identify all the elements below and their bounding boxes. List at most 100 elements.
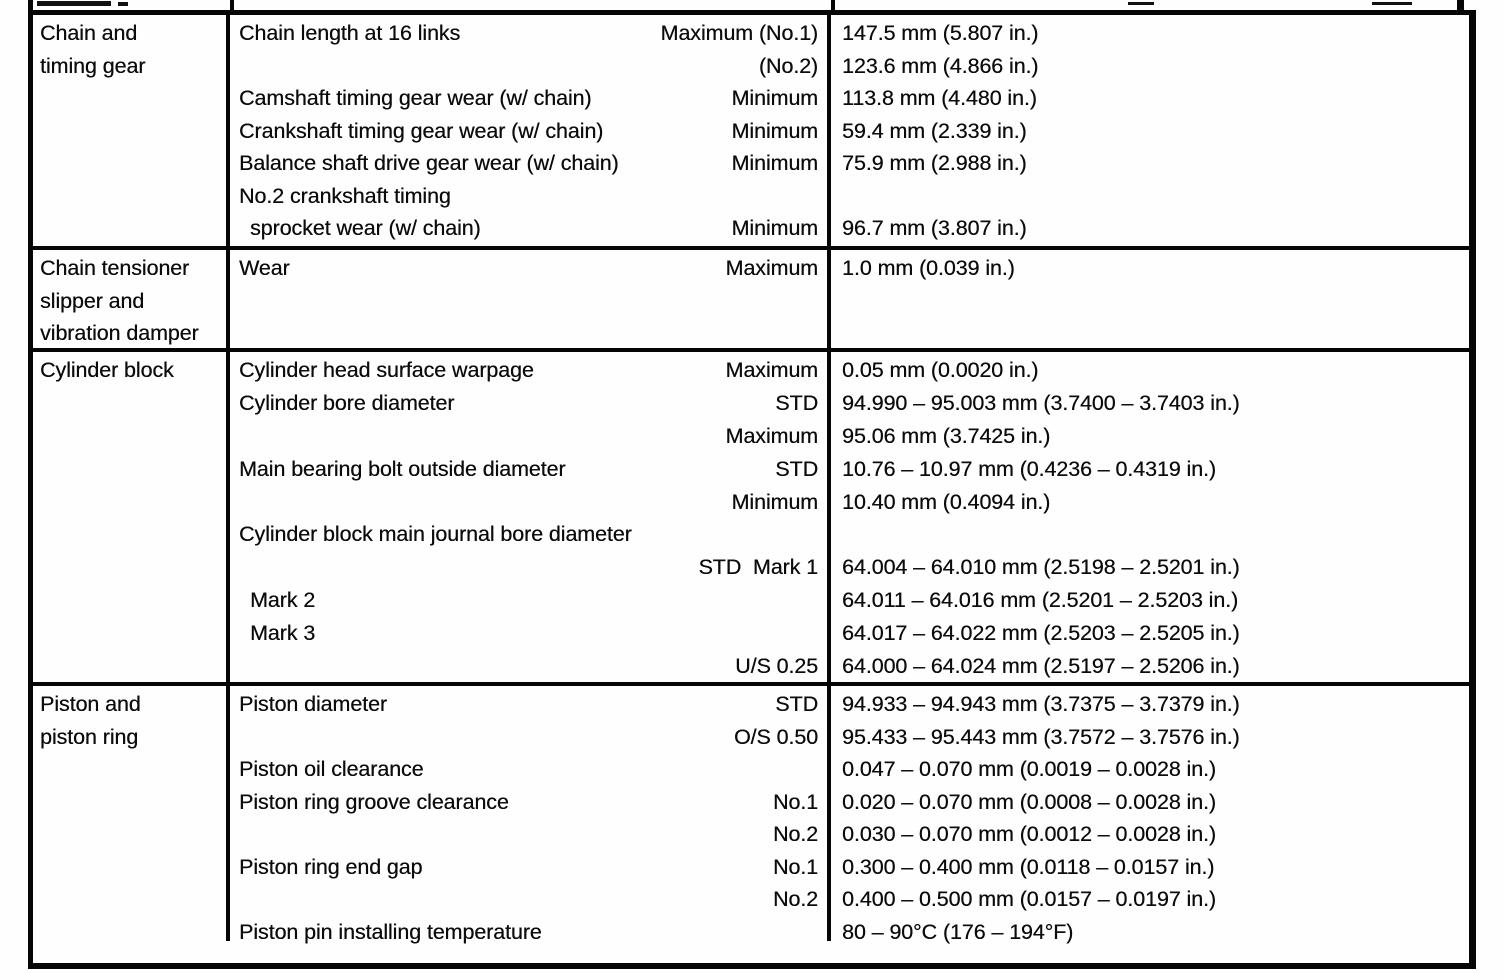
spec-value: 64.017 – 64.022 mm (2.5203 – 2.5205 in.) [842,621,1240,646]
spec-value: 80 – 90°C (176 – 194°F) [842,919,1074,944]
table-section: Cylinder block Cylinder head surface warp… [33,348,1469,682]
spec-table-body: Chain and timing gear Chain length at 16 l… [33,15,1469,944]
spec-qualifier: Minimum [731,216,819,240]
spec-value: 95.06 mm (3.7425 in.) [842,423,1051,448]
spec-item-label [230,721,239,754]
table-right-border-stub [1457,0,1464,10]
spec-value: 95.433 – 95.443 mm (3.7572 – 3.7576 in.) [842,724,1240,749]
item-cell: Wear Maximum [230,250,831,348]
spec-row: Mark 2 [230,584,827,617]
spec-row: Cylinder head surface warpage Maximum [230,354,827,387]
spec-item-label: Piston diameter [239,692,387,716]
spec-item-label: Piston pin installing temperature [239,919,542,944]
spec-qualifier: Maximum [725,423,819,448]
spec-value: 64.004 – 64.010 mm (2.5198 – 2.5201 in.) [842,555,1240,580]
component-name-line: Chain and [40,21,138,45]
spec-qualifier: STD Mark 1 [698,555,818,580]
scan-artifact [37,1,111,6]
spec-item-label: Mark 3 [250,621,316,646]
component-name-line: timing gear [40,53,146,78]
spec-item-label: Cylinder bore diameter [239,390,455,415]
spec-qualifier: U/S 0.25 [735,654,818,679]
spec-value [831,180,1469,213]
component-name-line: Piston and [40,692,141,716]
value-cell: 1.0 mm (0.039 in.) [831,250,1469,348]
spec-value: 1.0 mm (0.039 in.) [842,256,1015,280]
spec-qualifier: Minimum [731,86,819,110]
table-left-border-stub [28,0,33,10]
spec-value: 96.7 mm (3.807 in.) [842,216,1027,240]
spec-row: Minimum [230,486,827,519]
value-cell: 94.933 – 94.943 mm (3.7375 – 3.7379 in.)… [831,686,1469,944]
spec-qualifier: No.1 [772,854,818,879]
spec-qualifier: No.1 [772,789,818,814]
spec-row: Chain length at 16 links Maximum (No.1) [230,17,827,50]
spec-qualifier: Minimum [731,489,819,514]
spec-row: Crankshaft timing gear wear (w/ chain) Mi… [230,115,827,148]
spec-item-label [230,420,239,453]
spec-item-label [230,551,239,584]
spec-row: Cylinder block main journal bore diamete… [230,518,827,551]
scan-artifact [1372,2,1412,5]
spec-value: 94.933 – 94.943 mm (3.7375 – 3.7379 in.) [842,692,1240,716]
spec-row: Balance shaft drive gear wear (w/ chain)… [230,147,827,180]
spec-row: No.2 [230,818,827,851]
spec-item-label [230,650,239,683]
table-section: Chain and timing gear Chain length at 16 l… [33,15,1469,246]
spec-item-label: Mark 2 [250,588,316,613]
component-cell: Chain tensioner slipper and vibration damp… [33,250,230,348]
spec-qualifier [818,180,827,213]
column-divider-stub [230,0,234,10]
spec-qualifier: STD [775,456,818,481]
spec-value: 147.5 mm (5.807 in.) [842,21,1039,45]
spec-value: 64.000 – 64.024 mm (2.5197 – 2.5206 in.) [842,654,1240,679]
spec-item-label: Cylinder block main journal bore diamete… [239,522,632,547]
spec-row: sprocket wear (w/ chain) Minimum [230,212,827,245]
component-name-line: Chain tensioner [40,256,190,280]
spec-qualifier: No.2 [772,887,818,911]
spec-row: STD Mark 1 [230,551,827,584]
spec-qualifier [818,753,827,786]
spec-item-label: Main bearing bolt outside diameter [239,456,566,481]
spec-item-label: Piston ring end gap [239,854,423,879]
spec-item-label: Piston oil clearance [239,757,424,781]
spec-item-label [230,486,239,519]
spec-item-label [230,50,239,83]
spec-qualifier: STD [775,390,818,415]
spec-row: Piston oil clearance [230,753,827,786]
spec-qualifier: Minimum [731,118,819,143]
spec-value: 0.400 – 0.500 mm (0.0157 – 0.0197 in.) [842,887,1216,911]
spec-row: Piston ring groove clearance No.1 [230,786,827,819]
component-name-line: slipper and [40,288,145,313]
item-cell: Chain length at 16 links Maximum (No.1) (N… [230,15,831,246]
value-cell: 0.05 mm (0.0020 in.) 94.990 – 95.003 mm (… [831,352,1469,682]
spec-item-label [230,883,239,916]
spec-row: Piston diameter STD [230,688,827,721]
spec-item-label: Wear [239,256,290,280]
item-cell: Cylinder head surface warpage Maximum Cyli… [230,352,831,682]
spec-row: Piston ring end gap No.1 [230,851,827,884]
spec-row: U/S 0.25 [230,650,827,683]
spec-table: Chain and timing gear Chain length at 16 l… [28,10,1476,969]
spec-qualifier [818,617,827,650]
spec-value: 123.6 mm (4.866 in.) [842,53,1039,78]
spec-row: Wear Maximum [230,252,827,285]
spec-item-label: Piston ring groove clearance [239,789,509,814]
component-cell: Piston and piston ring [33,686,230,941]
spec-row: Piston pin installing temperature [230,916,827,949]
spec-item-label: Crankshaft timing gear wear (w/ chain) [239,118,604,143]
spec-qualifier: Minimum [731,151,819,175]
spec-value: 59.4 mm (2.339 in.) [842,118,1027,143]
spec-qualifier [818,518,827,551]
component-name-line: piston ring [40,724,139,749]
spec-qualifier: O/S 0.50 [733,724,818,749]
spec-qualifier: No.2 [772,822,818,846]
spec-item-label: No.2 crankshaft timing [239,183,451,208]
spec-value: 0.300 – 0.400 mm (0.0118 – 0.0157 in.) [842,854,1215,879]
item-cell: Piston diameter STD O/S 0.50 Piston oil cle… [230,686,831,944]
spec-value: 0.05 mm (0.0020 in.) [842,358,1039,382]
spec-value: 10.76 – 10.97 mm (0.4236 – 0.4319 in.) [842,456,1216,481]
spec-value: 64.011 – 64.016 mm (2.5201 – 2.5203 in.) [842,588,1239,613]
spec-qualifier: Maximum [725,358,819,382]
